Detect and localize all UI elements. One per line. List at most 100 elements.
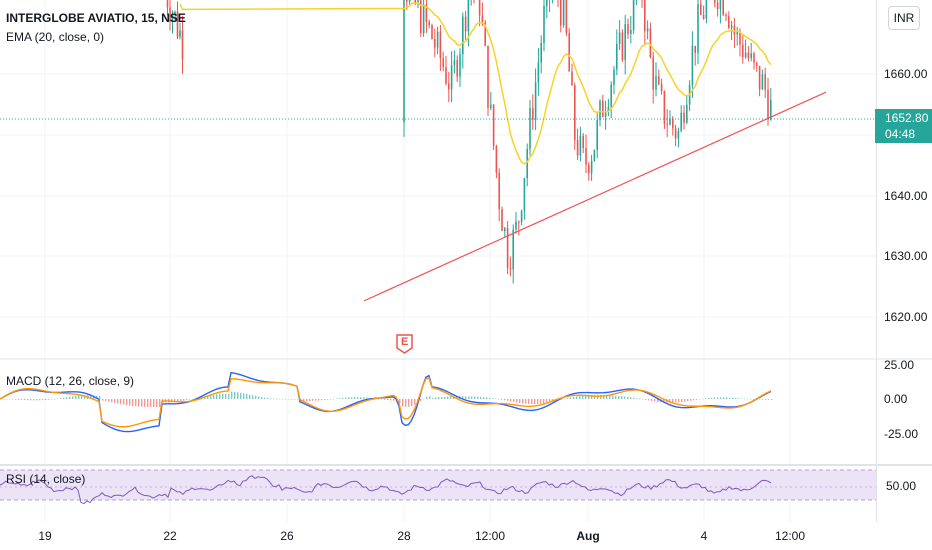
candle-body (436, 31, 439, 48)
macd-histogram-bar (138, 399, 140, 407)
candle-body (624, 23, 626, 60)
macd-histogram-bar (477, 396, 479, 399)
symbol-legend[interactable]: INTERGLOBE AVIATIO, 15, NSE (6, 11, 186, 25)
macd-histogram-bar (543, 399, 545, 404)
candle-body (459, 54, 461, 77)
candle-body (420, 0, 422, 34)
candle-body (442, 58, 444, 68)
candle-body (176, 11, 179, 37)
macd-histogram-bar (348, 397, 350, 399)
macd-histogram-bar (54, 399, 56, 400)
price-axis-label: 1630.00 (884, 249, 928, 263)
price-axis-label: 1620.00 (884, 310, 928, 324)
macd-histogram-bar (546, 399, 548, 403)
macd-histogram-bar (612, 395, 614, 399)
macd-histogram-bar (354, 397, 356, 399)
macd-histogram-bar (156, 399, 158, 408)
candle-body (568, 32, 570, 72)
candle-body (565, 0, 568, 33)
candle-body (604, 111, 607, 117)
macd-histogram-bar (270, 398, 272, 399)
macd-histogram-bar (57, 398, 59, 400)
macd-histogram-bar (615, 395, 617, 399)
macd-histogram-bar (111, 399, 113, 403)
macd-histogram-bar (120, 399, 122, 405)
macd-histogram-bar (678, 399, 680, 403)
macd-histogram-bar (231, 391, 233, 399)
macd-histogram-bar (741, 398, 743, 399)
macd-histogram-bar (462, 396, 464, 399)
candle-body (445, 67, 447, 84)
macd-histogram-bar (672, 399, 674, 403)
candle-body (590, 160, 593, 174)
macd-histogram-bar (288, 399, 290, 400)
macd-histogram-bar (708, 398, 710, 399)
trendline[interactable] (363, 91, 827, 302)
macd-histogram-bar (258, 396, 260, 399)
ema-legend[interactable]: EMA (20, close, 0) (6, 30, 105, 44)
macd-histogram-bar (297, 398, 299, 400)
rsi-legend[interactable]: RSI (14, close) (6, 472, 86, 486)
macd-histogram-bar (468, 396, 470, 399)
macd-histogram-bar (33, 399, 35, 401)
macd-histogram-bar (516, 399, 518, 403)
macd-histogram-bar (498, 399, 500, 400)
candle-body (171, 14, 174, 22)
macd-histogram-bar (12, 399, 14, 400)
macd-histogram-bar (339, 398, 341, 399)
macd-axis-label: 0.00 (884, 392, 908, 406)
candle-body (761, 74, 764, 90)
candle-body (697, 4, 699, 53)
macd-histogram-bar (222, 393, 224, 399)
macd-histogram-bar (306, 399, 308, 402)
candle-body (518, 221, 520, 223)
macd-legend[interactable]: MACD (12, 26, close, 9) (6, 374, 135, 388)
macd-histogram-bar (441, 396, 443, 399)
candle-body (506, 228, 509, 268)
candle-body (467, 0, 470, 32)
candle-body (714, 0, 716, 3)
time-axis[interactable]: 19 22 26 28 12:00 Aug 4 12:00 (38, 529, 805, 543)
candle-body (532, 107, 534, 120)
candlestick-series[interactable] (164, 0, 772, 284)
macd-histogram-bar (687, 399, 689, 402)
candle-body (744, 52, 747, 58)
macd-histogram-bar (246, 394, 248, 399)
macd-histogram-bar (108, 399, 110, 402)
macd-histogram-bar (579, 395, 581, 399)
macd-histogram-bar (765, 399, 767, 400)
currency-button[interactable]: INR (888, 6, 920, 30)
macd-histogram-bar (732, 397, 734, 399)
candle-body (722, 0, 724, 15)
candle-body (543, 5, 545, 43)
macd-histogram-bar (48, 399, 50, 400)
candle-body (694, 45, 696, 53)
candle-body (730, 25, 733, 28)
earnings-marker[interactable]: E (396, 334, 413, 354)
candle-body (728, 16, 730, 28)
macd-histogram-bar (576, 396, 578, 399)
macd-histogram-bar (750, 399, 752, 400)
macd-axis-label: -25.00 (884, 427, 918, 441)
candle-body (716, 2, 719, 10)
macd-histogram-bar (420, 399, 422, 401)
candle-body (179, 30, 181, 37)
macd-histogram-bar (717, 397, 719, 399)
macd-histogram-bar (609, 395, 611, 399)
macd-histogram-bar (492, 398, 494, 399)
candle-body (520, 210, 523, 223)
candle-body (529, 107, 531, 150)
candle-body (602, 100, 604, 117)
macd-histogram-bar (474, 396, 476, 399)
macd-histogram-bar (771, 399, 773, 400)
macd-histogram-bar (633, 397, 635, 399)
candle-body (672, 118, 674, 129)
candle-body (686, 104, 688, 123)
macd-histogram-bar (327, 399, 329, 400)
macd-histogram-bar (513, 399, 515, 403)
macd-histogram-bar (45, 399, 47, 400)
macd-histogram-bar (276, 398, 278, 400)
macd-histogram-bar (432, 397, 434, 399)
